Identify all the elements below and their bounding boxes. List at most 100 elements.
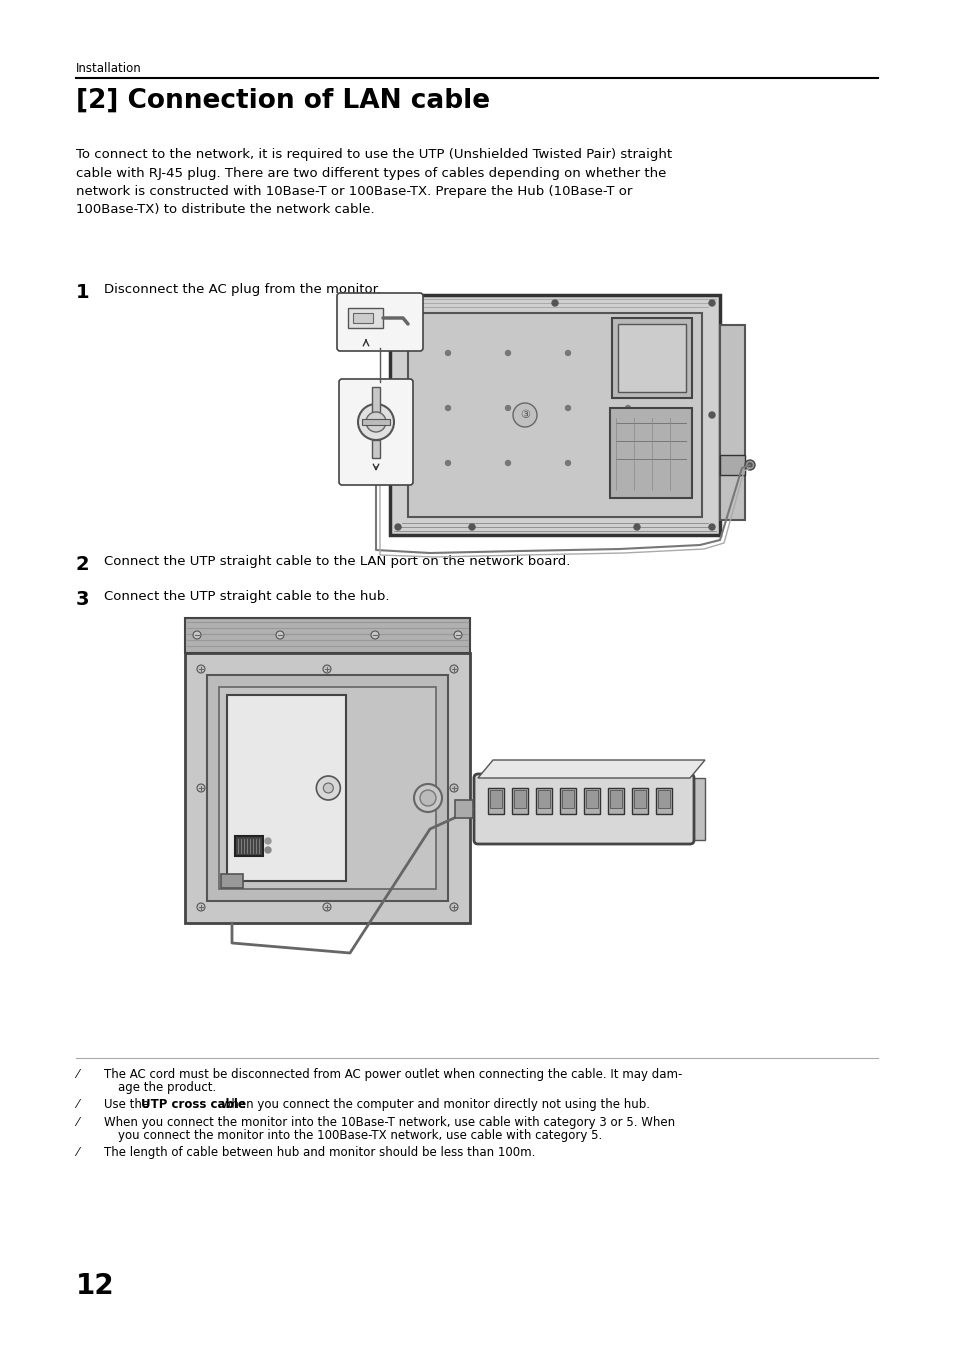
Circle shape <box>450 903 457 911</box>
Text: The length of cable between hub and monitor should be less than 100m.: The length of cable between hub and moni… <box>104 1146 535 1159</box>
Bar <box>221 873 243 888</box>
Circle shape <box>469 525 475 530</box>
Circle shape <box>450 665 457 673</box>
Text: ⁄: ⁄ <box>76 1068 78 1082</box>
Bar <box>609 790 621 808</box>
Text: To connect to the network, it is required to use the UTP (Unshielded Twisted Pai: To connect to the network, it is require… <box>76 147 672 216</box>
Bar <box>185 653 470 923</box>
Bar <box>390 295 720 535</box>
Polygon shape <box>477 760 704 777</box>
Circle shape <box>196 665 205 673</box>
Bar <box>634 790 645 808</box>
Bar <box>656 788 671 814</box>
Circle shape <box>744 460 754 470</box>
Text: Installation: Installation <box>76 62 142 74</box>
Circle shape <box>193 631 201 639</box>
Circle shape <box>634 525 639 530</box>
Circle shape <box>708 525 714 530</box>
Bar <box>559 788 576 814</box>
Bar <box>372 387 379 412</box>
Circle shape <box>513 403 537 427</box>
Bar <box>658 790 669 808</box>
Text: you connect the monitor into the 100Base-TX network, use cable with category 5.: you connect the monitor into the 100Base… <box>118 1129 601 1142</box>
Circle shape <box>323 783 333 794</box>
Bar <box>607 788 623 814</box>
Bar <box>537 790 550 808</box>
Bar <box>185 618 470 653</box>
Circle shape <box>505 461 510 465</box>
Circle shape <box>552 300 558 306</box>
Text: The AC cord must be disconnected from AC power outlet when connecting the cable.: The AC cord must be disconnected from AC… <box>104 1068 681 1082</box>
Bar <box>372 439 379 458</box>
Circle shape <box>445 406 450 411</box>
Circle shape <box>316 776 340 800</box>
Circle shape <box>708 412 714 418</box>
Text: when you connect the computer and monitor directly not using the hub.: when you connect the computer and monito… <box>218 1098 650 1111</box>
Text: Connect the UTP straight cable to the hub.: Connect the UTP straight cable to the hu… <box>104 589 389 603</box>
Circle shape <box>357 404 394 439</box>
Text: 1: 1 <box>76 283 90 301</box>
Bar <box>583 788 599 814</box>
Bar <box>234 836 263 856</box>
Circle shape <box>414 784 441 813</box>
Circle shape <box>419 790 436 806</box>
Circle shape <box>708 300 714 306</box>
Bar <box>720 324 744 521</box>
Circle shape <box>275 631 284 639</box>
Text: When you connect the monitor into the 10Base-T network, use cable with category : When you connect the monitor into the 10… <box>104 1115 675 1129</box>
Circle shape <box>565 406 570 411</box>
Circle shape <box>395 300 400 306</box>
Bar <box>609 408 691 498</box>
Text: Disconnect the AC plug from the monitor.: Disconnect the AC plug from the monitor. <box>104 283 380 296</box>
Bar <box>348 308 382 329</box>
Circle shape <box>505 350 510 356</box>
Text: [2] Connection of LAN cable: [2] Connection of LAN cable <box>76 88 490 114</box>
Bar <box>618 324 685 392</box>
Text: UTP cross cable: UTP cross cable <box>141 1098 246 1111</box>
Circle shape <box>265 838 271 844</box>
Circle shape <box>395 412 400 418</box>
Bar <box>631 788 647 814</box>
Circle shape <box>625 350 630 356</box>
Bar <box>512 788 527 814</box>
Text: 12: 12 <box>76 1272 114 1301</box>
Bar <box>219 687 436 890</box>
Bar <box>561 790 574 808</box>
Bar <box>612 318 691 397</box>
Text: ⁄: ⁄ <box>76 1146 78 1159</box>
Circle shape <box>366 412 386 433</box>
Text: ⁄: ⁄ <box>76 1098 78 1111</box>
Bar <box>361 419 390 425</box>
Text: ⁄: ⁄ <box>76 1115 78 1129</box>
Circle shape <box>565 461 570 465</box>
Bar <box>488 788 503 814</box>
Circle shape <box>371 631 378 639</box>
Bar <box>514 790 525 808</box>
Text: ③: ③ <box>519 410 530 420</box>
Circle shape <box>445 461 450 465</box>
Circle shape <box>450 784 457 792</box>
Bar <box>720 456 744 475</box>
Text: age the product.: age the product. <box>118 1082 216 1094</box>
Circle shape <box>565 350 570 356</box>
Circle shape <box>323 665 331 673</box>
Circle shape <box>196 784 205 792</box>
Circle shape <box>747 462 751 466</box>
Bar <box>408 314 701 516</box>
Bar <box>490 790 501 808</box>
Bar <box>689 777 704 840</box>
Text: Use the: Use the <box>104 1098 152 1111</box>
Bar <box>536 788 552 814</box>
Circle shape <box>395 525 400 530</box>
Circle shape <box>625 406 630 411</box>
Text: Connect the UTP straight cable to the LAN port on the network board.: Connect the UTP straight cable to the LA… <box>104 556 570 568</box>
Circle shape <box>505 406 510 411</box>
Bar <box>227 695 346 882</box>
Circle shape <box>445 350 450 356</box>
Circle shape <box>625 461 630 465</box>
Bar <box>353 314 373 323</box>
Bar <box>455 800 473 818</box>
Circle shape <box>454 631 461 639</box>
Circle shape <box>323 903 331 911</box>
Circle shape <box>196 903 205 911</box>
